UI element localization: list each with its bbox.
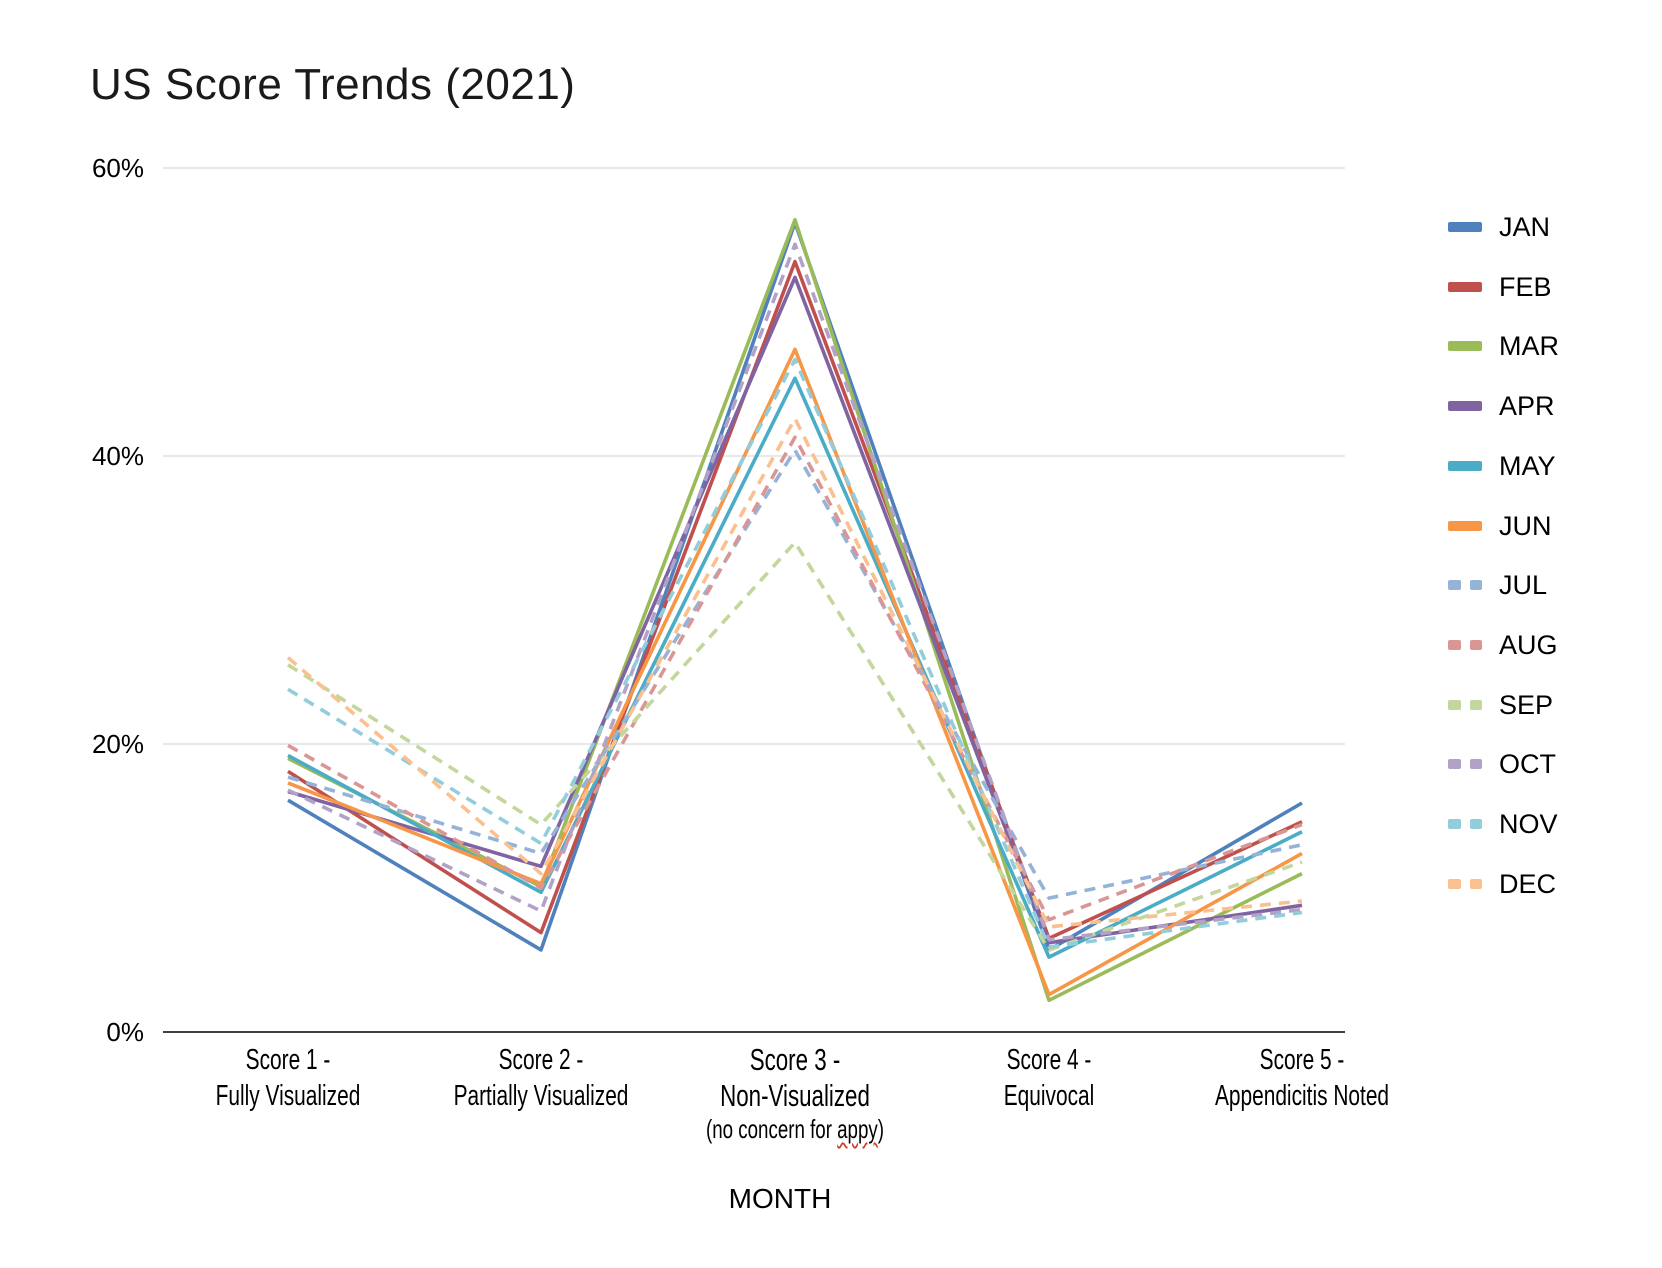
x-axis-title: MONTH — [728, 1183, 832, 1214]
legend-label: MAY — [1499, 450, 1556, 481]
series-line-nov[interactable] — [287, 357, 1303, 949]
series-line-may[interactable] — [287, 376, 1303, 959]
x-category-label-line: Score 5 - — [1259, 1044, 1345, 1076]
legend-swatch-bar — [1448, 341, 1482, 352]
legend-swatch-solid-icon — [1448, 401, 1482, 412]
legend-item-feb[interactable]: FEB — [1448, 270, 1552, 304]
legend-label: JUL — [1499, 570, 1548, 601]
series-line-mar[interactable] — [287, 218, 1303, 1003]
x-category-label-line: Appendicitis Noted — [1214, 1080, 1390, 1112]
legend-label: SEP — [1499, 689, 1554, 720]
legend-swatch-dashed-icon — [1448, 699, 1482, 710]
legend-item-aug[interactable]: AUG — [1448, 628, 1558, 662]
legend-swatch-solid-icon — [1448, 281, 1482, 292]
legend-swatch-bar — [1469, 878, 1482, 889]
x-category-label-line: Score 4 - — [1006, 1044, 1092, 1076]
legend-swatch-bar — [1448, 699, 1461, 710]
legend-label: NOV — [1499, 809, 1558, 839]
legend-item-jun[interactable]: JUN — [1448, 509, 1552, 543]
series-line-oct[interactable] — [287, 242, 1303, 942]
y-tick-label: 60% — [91, 153, 144, 183]
legend-item-dec[interactable]: DEC — [1448, 867, 1556, 901]
series-line-feb[interactable] — [287, 259, 1303, 941]
legend-label: MAR — [1499, 331, 1559, 362]
x-category-label-line: Score 2 - — [498, 1044, 584, 1076]
legend-swatch-bar — [1448, 401, 1482, 412]
x-category-label: Score 5 - Appendicitis Noted — [1215, 1042, 1389, 1114]
legend-item-nov[interactable]: NOV — [1448, 807, 1558, 841]
note-prefix: (no concern for — [706, 1114, 838, 1144]
legend-label: DEC — [1499, 868, 1557, 899]
legend-swatch-bar — [1469, 639, 1482, 650]
legend-label: JUN — [1499, 510, 1552, 541]
legend-label: FEB — [1499, 271, 1552, 302]
legend-swatch-dashed-icon — [1448, 639, 1482, 650]
legend-swatch-bar — [1448, 639, 1461, 650]
series-line-jul[interactable] — [287, 448, 1303, 900]
legend-swatch-solid-icon — [1448, 520, 1482, 531]
x-category-label-line: Fully Visualized — [215, 1080, 361, 1112]
misspelled-word: appy — [837, 1114, 878, 1144]
legend-item-sep[interactable]: SEP — [1448, 688, 1553, 722]
legend-swatch-bar — [1469, 699, 1482, 710]
x-category-label-line: Score 3 - — [749, 1042, 841, 1077]
series-line-jun[interactable] — [287, 347, 1303, 997]
series-line-sep[interactable] — [287, 540, 1303, 952]
legend-swatch-bar — [1448, 819, 1461, 829]
y-tick-label: 40% — [91, 441, 144, 471]
chart-title: US Score Trends (2021) — [90, 60, 576, 109]
y-tick-label: 0% — [106, 1017, 144, 1047]
legend-label: JAN — [1499, 212, 1551, 242]
x-category-label: Score 4 - Equivocal — [1004, 1042, 1095, 1114]
legend-item-may[interactable]: MAY — [1448, 449, 1556, 483]
x-category-label: Score 2 - Partially Visualized — [454, 1042, 629, 1114]
legend-swatch-solid-icon — [1448, 341, 1482, 352]
legend-swatch-bar — [1469, 580, 1482, 591]
legend-swatch-solid-icon — [1448, 222, 1482, 232]
legend-label: APR — [1499, 391, 1555, 422]
legend-swatch-bar — [1448, 222, 1482, 232]
x-category-label-line: Equivocal — [1003, 1080, 1095, 1112]
legend-item-apr[interactable]: APR — [1448, 389, 1555, 423]
legend-swatch-dashed-icon — [1448, 580, 1482, 591]
x-category-label: Score 1 - Fully Visualized — [216, 1042, 361, 1114]
x-category-note-line: (no concern for appy) — [706, 1114, 884, 1145]
legend-item-mar[interactable]: MAR — [1448, 329, 1559, 363]
note-suffix: ) — [877, 1114, 884, 1144]
legend-swatch-bar — [1448, 281, 1482, 292]
x-category-label-line: Score 1 - — [245, 1044, 331, 1076]
legend-swatch-bar — [1448, 580, 1461, 591]
x-category-label-line: Non-Visualized — [720, 1078, 870, 1113]
legend-item-oct[interactable]: OCT — [1448, 747, 1556, 781]
legend-swatch-solid-icon — [1448, 460, 1482, 471]
x-category-label: Score 3 - Non-Visualized (no concern for a… — [706, 1042, 884, 1145]
legend-swatch-dashed-icon — [1448, 759, 1482, 770]
legend-swatch-bar — [1469, 819, 1482, 829]
legend-item-jul[interactable]: JUL — [1448, 568, 1547, 602]
legend-item-jan[interactable]: JAN — [1448, 210, 1550, 244]
series-line-dec[interactable] — [286, 416, 1303, 929]
series-line-aug[interactable] — [287, 435, 1303, 922]
y-tick-label: 20% — [91, 729, 144, 759]
legend-swatch-bar — [1448, 520, 1482, 531]
legend-swatch-bar — [1469, 759, 1482, 770]
x-category-label-line: Partially Visualized — [453, 1080, 629, 1112]
legend-swatch-dashed-icon — [1448, 819, 1482, 829]
legend-swatch-bar — [1448, 878, 1461, 889]
legend-label: OCT — [1499, 749, 1556, 780]
legend-swatch-dashed-icon — [1448, 878, 1482, 889]
series-line-jan[interactable] — [287, 220, 1303, 952]
legend-label: AUG — [1499, 629, 1558, 660]
legend-swatch-bar — [1448, 759, 1461, 770]
legend-swatch-bar — [1448, 460, 1482, 471]
